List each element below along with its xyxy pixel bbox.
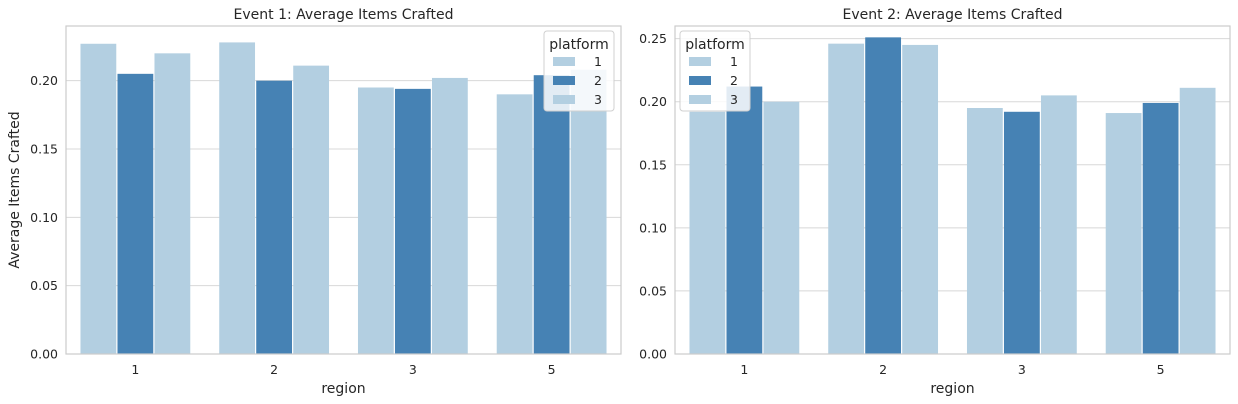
y-tick-label: 0.05 <box>639 283 667 298</box>
legend-label-3: 3 <box>730 92 738 107</box>
y-tick-label: 0.15 <box>639 157 667 172</box>
bar-platform-2-region-3 <box>1003 111 1040 355</box>
y-tick-label: 0.05 <box>30 278 58 293</box>
x-tick-label: 5 <box>1157 362 1165 377</box>
bar-platform-1-region-1 <box>80 43 117 355</box>
bar-platform-1-region-3 <box>357 87 394 354</box>
legend-box <box>543 30 615 112</box>
x-tick-label: 2 <box>879 362 887 377</box>
x-tick-label: 1 <box>740 362 748 377</box>
bar-platform-2-region-3 <box>394 88 431 354</box>
y-tick-label: 0.15 <box>30 142 58 157</box>
y-tick-label: 0.10 <box>639 220 667 235</box>
legend-swatch-3 <box>689 95 711 104</box>
legend-label-1: 1 <box>594 54 602 69</box>
legend-label-2: 2 <box>730 73 738 88</box>
bar-platform-3-region-5 <box>570 69 607 354</box>
legend-box <box>679 30 751 112</box>
legend-title: platform <box>685 37 745 53</box>
x-tick-label: 1 <box>131 362 139 377</box>
bar-platform-3-region-2 <box>293 65 330 354</box>
legend-swatch-1 <box>689 57 711 66</box>
legend-swatch-3 <box>553 95 575 104</box>
chart-panel-1: 0.00 0.05 0.10 0.15 0.20 1 2 3 5 Event 1: Average… <box>7 7 622 397</box>
bar-platform-1-region-2 <box>828 43 865 355</box>
legend-label-1: 1 <box>730 54 738 69</box>
bar-platform-3-region-2 <box>902 44 939 355</box>
chart-panel-2: 0.00 0.05 0.10 0.15 0.20 0.25 1 2 3 5 Event 2: Ave… <box>639 7 1231 397</box>
bar-platform-2-region-2 <box>865 37 902 354</box>
y-axis-label: Average Items Crafted <box>7 111 23 268</box>
bar-platform-2-region-5 <box>1142 102 1179 354</box>
bar-platform-1-region-1 <box>689 111 726 355</box>
x-tick-label: 3 <box>1018 362 1026 377</box>
legend-title: platform <box>549 37 609 53</box>
legend-swatch-1 <box>553 57 575 66</box>
bar-platform-3-region-1 <box>763 101 800 354</box>
y-tick-label: 0.00 <box>639 347 667 362</box>
bar-platform-1-region-2 <box>219 42 256 355</box>
x-tick-label: 3 <box>409 362 417 377</box>
y-tick-label: 0.00 <box>30 347 58 362</box>
y-tick-label: 0.20 <box>30 73 58 88</box>
bar-platform-3-region-3 <box>431 77 468 354</box>
legend-label-3: 3 <box>594 92 602 107</box>
y-tick-label: 0.25 <box>639 31 667 46</box>
x-tick-label: 2 <box>270 362 278 377</box>
plot-frame <box>674 25 1231 355</box>
x-axis-label: region <box>321 381 365 397</box>
x-axis-label: region <box>930 381 974 397</box>
chart-title: Event 1: Average Items Crafted <box>234 7 454 23</box>
bar-platform-1-region-3 <box>966 108 1003 354</box>
legend-swatch-2 <box>689 76 711 85</box>
y-tick-label: 0.20 <box>639 94 667 109</box>
chart-title: Event 2: Average Items Crafted <box>843 7 1063 23</box>
bar-platform-2-region-1 <box>117 73 154 354</box>
bar-platform-3-region-3 <box>1040 95 1077 354</box>
bar-platform-1-region-5 <box>1105 113 1142 355</box>
bar-platform-2-region-1 <box>726 86 763 355</box>
bar-platform-2-region-5 <box>533 75 570 354</box>
legend-swatch-2 <box>553 76 575 85</box>
bar-platform-3-region-1 <box>154 53 191 354</box>
plot-frame <box>65 25 622 355</box>
bar-platform-3-region-5 <box>1179 87 1216 355</box>
y-tick-label: 0.10 <box>30 210 58 225</box>
legend-label-2: 2 <box>594 73 602 88</box>
x-tick-label: 5 <box>548 362 556 377</box>
bar-platform-2-region-2 <box>256 80 293 355</box>
bar-platform-1-region-5 <box>496 94 533 354</box>
